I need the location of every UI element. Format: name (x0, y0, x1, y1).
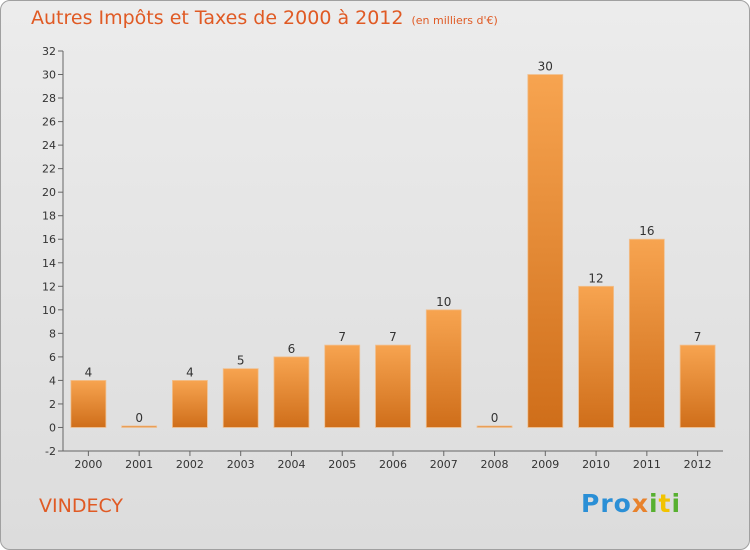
y-tick-label: 10 (42, 304, 56, 317)
data-label-2001: 0 (135, 411, 143, 425)
bar-2012 (679, 344, 716, 428)
chart-subtitle: (en milliers d'€) (411, 14, 498, 27)
x-tick-label-2005: 2005 (328, 458, 356, 471)
y-tick-label: 30 (42, 69, 56, 82)
y-tick-label: 22 (42, 163, 56, 176)
y-tick-label: 28 (42, 92, 56, 105)
x-tick-label-2001: 2001 (125, 458, 153, 471)
bar-2007 (425, 309, 462, 428)
bar-2006 (375, 344, 411, 428)
x-tick-label-2007: 2007 (430, 458, 458, 471)
data-label-2003: 5 (237, 354, 245, 368)
y-tick-label: 24 (42, 139, 56, 152)
commune-name: VINDECY (39, 495, 123, 517)
data-label-2005: 7 (338, 330, 346, 344)
y-tick-label: 26 (42, 116, 56, 129)
y-tick-label: 32 (42, 45, 56, 58)
y-tick-label: 20 (42, 186, 56, 199)
x-tick-label-2010: 2010 (582, 458, 610, 471)
data-label-2007: 10 (436, 295, 451, 309)
y-tick-label: 8 (49, 327, 56, 340)
data-label-2006: 7 (389, 330, 397, 344)
y-tick-label: 6 (49, 351, 56, 364)
y-tick-label: 12 (42, 280, 56, 293)
data-label-2010: 12 (588, 271, 603, 285)
chart-title: Autres Impôts et Taxes de 2000 à 2012 (en… (31, 7, 498, 29)
y-tick-label: 4 (49, 374, 56, 387)
x-tick-label-2008: 2008 (481, 458, 509, 471)
bar-2004 (273, 356, 310, 428)
data-label-2011: 16 (639, 224, 654, 238)
bar-2005 (324, 344, 361, 428)
data-label-2002: 4 (186, 365, 194, 379)
chart-title-text: Autres Impôts et Taxes de 2000 à 2012 (31, 7, 404, 29)
data-label-2004: 6 (288, 342, 296, 356)
bar-2000 (70, 380, 107, 428)
x-tick-label-2006: 2006 (379, 458, 407, 471)
proxiti-logo: Proxiti (581, 489, 682, 518)
x-tick-label-2002: 2002 (176, 458, 204, 471)
data-label-2009: 30 (538, 60, 553, 74)
bar-2001 (121, 425, 158, 428)
x-tick-label-2011: 2011 (633, 458, 661, 471)
y-tick-label: 0 (49, 421, 56, 434)
x-tick-label-2009: 2009 (531, 458, 559, 471)
bar-2011 (628, 238, 665, 428)
bar-2002 (172, 380, 208, 428)
y-tick-label: -2 (45, 445, 56, 458)
x-tick-label-2003: 2003 (227, 458, 255, 471)
bar-2009 (527, 74, 564, 428)
bar-2003 (222, 368, 259, 428)
data-label-2008: 0 (491, 411, 499, 425)
bar-2010 (578, 285, 614, 428)
data-label-2012: 7 (694, 330, 702, 344)
x-tick-label-2012: 2012 (684, 458, 712, 471)
x-tick-label-2004: 2004 (277, 458, 305, 471)
y-tick-label: 2 (49, 398, 56, 411)
data-label-2000: 4 (85, 365, 93, 379)
y-tick-label: 16 (42, 233, 56, 246)
bar-2008 (476, 425, 513, 428)
x-tick-label-2000: 2000 (74, 458, 102, 471)
y-tick-label: 18 (42, 210, 56, 223)
y-tick-label: 14 (42, 257, 56, 270)
